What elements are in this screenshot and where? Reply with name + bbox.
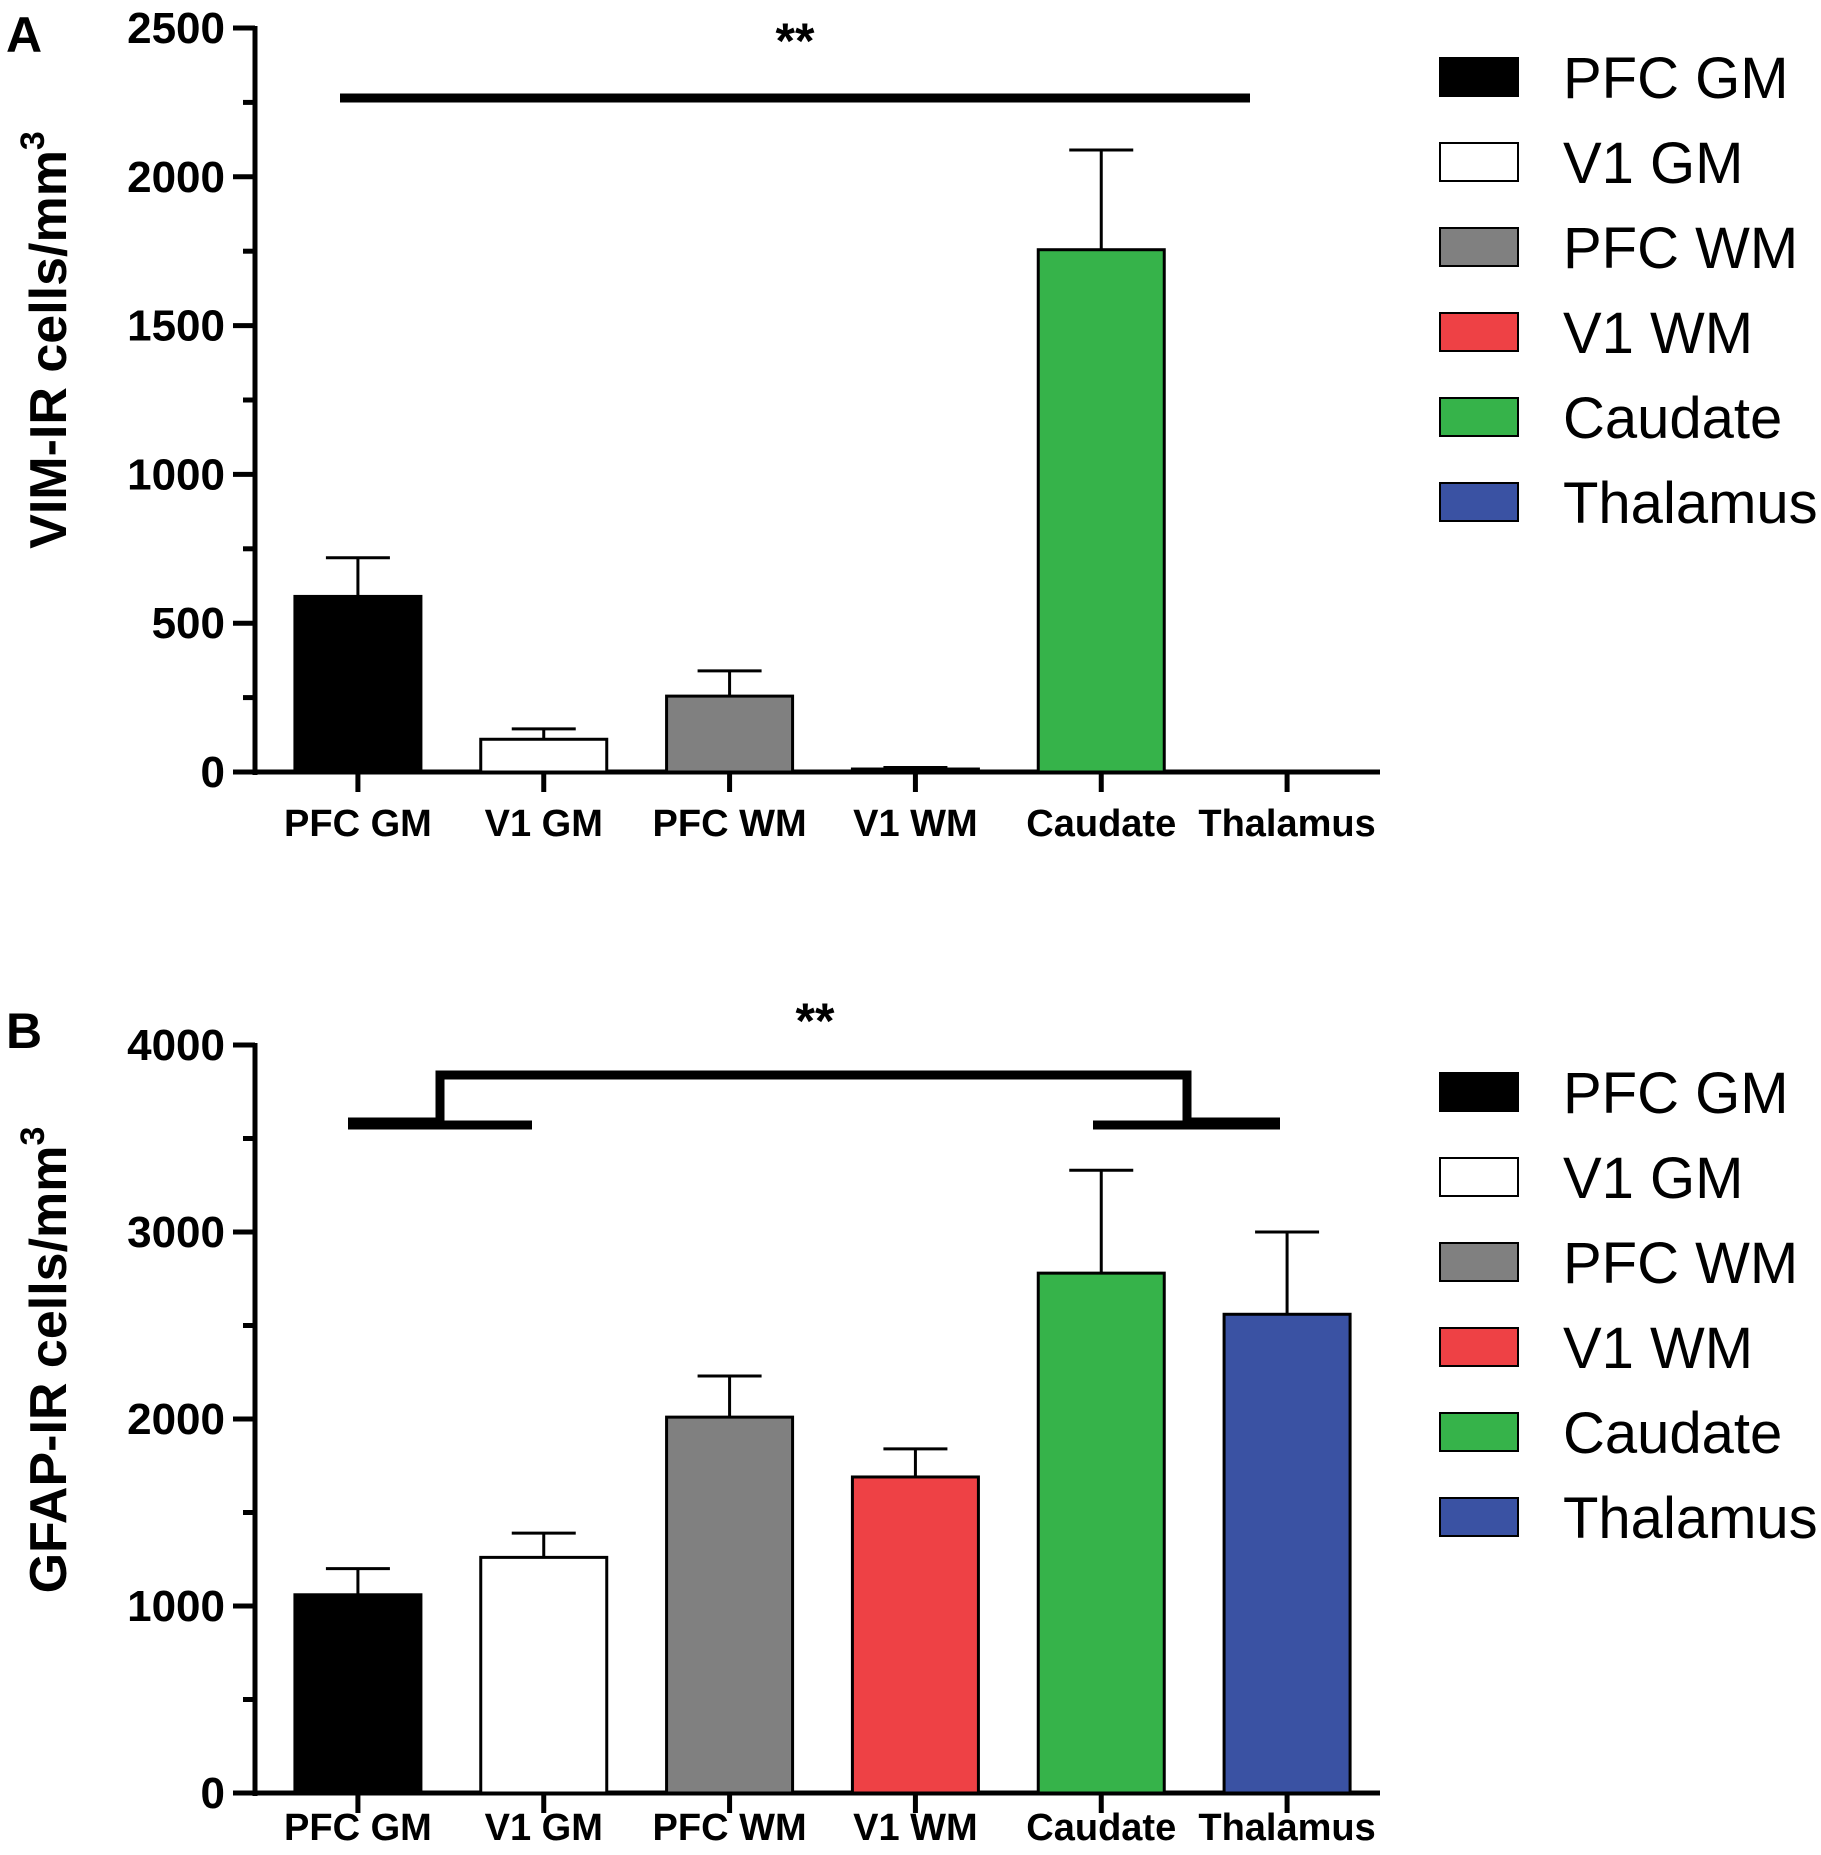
panel-b-letter: B xyxy=(6,1003,42,1059)
panel-a-y-tick-label: 1500 xyxy=(127,302,225,351)
panel-a-y-tick-label: 0 xyxy=(201,748,225,797)
panel-b-category-label-v1-wm: V1 WM xyxy=(853,1807,978,1849)
panel-b-category-label-v1-gm: V1 GM xyxy=(485,1807,603,1849)
panel-a-category-label-pfc-wm: PFC WM xyxy=(653,803,807,845)
panel-a-legend-label-caudate: Caudate xyxy=(1563,386,1782,451)
panel-a-legend-swatch-pfc-gm xyxy=(1439,57,1519,97)
panel-b-category-label-caudate: Caudate xyxy=(1026,1807,1176,1849)
panel-b-y-tick-label: 1000 xyxy=(127,1582,225,1631)
panel-a-y-tick-label: 2500 xyxy=(127,4,225,53)
panel-b-bar-caudate xyxy=(1036,1271,1166,1795)
panel-b-y-title-sup: 3 xyxy=(14,1127,52,1146)
panel-a-legend-swatch-pfc-wm xyxy=(1439,227,1519,267)
panel-b: B 0 1000 2000 3000 4000 PFC GM V1 GM PFC WM V1 W… xyxy=(6,993,1818,1849)
panel-a-legend-label-pfc-wm: PFC WM xyxy=(1563,216,1798,281)
panel-b-plot-area: 0 1000 2000 3000 4000 PFC GM V1 GM PFC WM V1 WM C… xyxy=(127,1021,1380,1849)
panel-a-legend-label-v1-wm: V1 WM xyxy=(1563,301,1753,366)
panel-b-y-tick-label: 2000 xyxy=(127,1395,225,1444)
panel-a-legend: PFC GM V1 GM PFC WM V1 WM Caudate Thalamus xyxy=(1439,46,1818,536)
panel-a-legend-swatch-v1-wm xyxy=(1439,312,1519,352)
panel-b-legend-swatch-v1-gm xyxy=(1439,1157,1519,1197)
panel-a-legend-swatch-caudate xyxy=(1439,397,1519,437)
panel-a-legend-label-v1-gm: V1 GM xyxy=(1563,131,1744,196)
panel-b-bar-pfc-wm xyxy=(665,1415,795,1795)
panel-b-legend-swatch-pfc-gm xyxy=(1439,1072,1519,1112)
panel-b-legend-label-pfc-gm: PFC GM xyxy=(1563,1061,1789,1126)
panel-a-bar-v1-wm xyxy=(850,767,980,774)
panel-a-y-tick-label: 1000 xyxy=(127,450,225,499)
panel-b-y-tick-label: 0 xyxy=(201,1769,225,1818)
panel-b-legend-swatch-thalamus xyxy=(1439,1497,1519,1537)
panel-a-y-axis-title: VIM-IR cells/mm3 xyxy=(14,131,78,549)
panel-a-significance: ** xyxy=(776,13,815,69)
panel-a-y-title-sup: 3 xyxy=(14,131,52,150)
panel-b-legend-swatch-pfc-wm xyxy=(1439,1242,1519,1282)
panel-b-legend-label-thalamus: Thalamus xyxy=(1563,1486,1818,1551)
panel-a-bar-caudate xyxy=(1036,248,1166,774)
panel-b-y-axis-title: GFAP-IR cells/mm3 xyxy=(14,1127,78,1594)
panel-a: A 0 500 1000 1500 2000 2500 PFC GM V1 GM PFC WM V… xyxy=(6,4,1818,845)
panel-a-bar-pfc-wm xyxy=(665,694,795,774)
panel-b-category-label-pfc-gm: PFC GM xyxy=(284,1807,432,1849)
panel-b-bar-v1-gm xyxy=(479,1555,609,1795)
panel-b-bar-pfc-gm xyxy=(293,1593,423,1795)
panel-b-legend: PFC GM V1 GM PFC WM V1 WM Caudate Thalamus xyxy=(1439,1061,1818,1551)
panel-b-significance: ** xyxy=(796,993,835,1049)
panel-a-category-label-pfc-gm: PFC GM xyxy=(284,803,432,845)
panel-b-y-title-main: GFAP-IR cells/mm xyxy=(20,1146,78,1594)
panel-a-y-tick-label: 500 xyxy=(152,599,225,648)
panel-b-significance-bracket xyxy=(348,1070,1280,1127)
panel-b-bar-thalamus xyxy=(1222,1312,1352,1795)
panel-b-bar-v1-wm xyxy=(850,1475,980,1795)
panel-a-bar-v1-gm xyxy=(479,737,609,774)
panel-b-legend-label-caudate: Caudate xyxy=(1563,1401,1782,1466)
panel-b-category-label-pfc-wm: PFC WM xyxy=(653,1807,807,1849)
panel-a-category-label-thalamus: Thalamus xyxy=(1198,803,1375,845)
panel-b-legend-swatch-v1-wm xyxy=(1439,1327,1519,1367)
panel-b-legend-swatch-caudate xyxy=(1439,1412,1519,1452)
panel-a-y-tick-label: 2000 xyxy=(127,153,225,202)
panel-a-bar-pfc-gm xyxy=(293,594,423,774)
panel-a-legend-label-pfc-gm: PFC GM xyxy=(1563,46,1789,111)
panel-a-category-label-caudate: Caudate xyxy=(1026,803,1176,845)
panel-b-y-tick-label: 3000 xyxy=(127,1208,225,1257)
panel-a-legend-swatch-thalamus xyxy=(1439,482,1519,522)
panel-b-legend-label-v1-gm: V1 GM xyxy=(1563,1146,1744,1211)
panel-a-legend-label-thalamus: Thalamus xyxy=(1563,471,1818,536)
panel-a-category-label-v1-wm: V1 WM xyxy=(853,803,978,845)
panel-a-plot-area: 0 500 1000 1500 2000 2500 PFC GM V1 GM PFC WM V1 … xyxy=(127,4,1380,845)
panel-b-legend-label-pfc-wm: PFC WM xyxy=(1563,1231,1798,1296)
panel-a-letter: A xyxy=(6,7,42,63)
panel-a-category-label-v1-gm: V1 GM xyxy=(485,803,603,845)
panel-b-legend-label-v1-wm: V1 WM xyxy=(1563,1316,1753,1381)
panel-a-y-title-main: VIM-IR cells/mm xyxy=(20,150,78,549)
panel-a-legend-swatch-v1-gm xyxy=(1439,142,1519,182)
panel-b-y-tick-label: 4000 xyxy=(127,1021,225,1070)
panel-b-category-label-thalamus: Thalamus xyxy=(1198,1807,1375,1849)
